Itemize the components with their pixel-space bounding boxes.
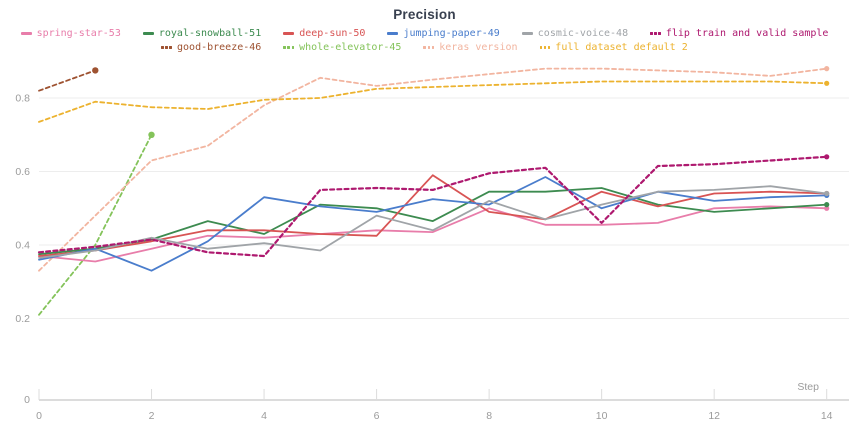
legend-swatch-keras-version bbox=[423, 46, 435, 49]
legend-item-good-breeze-46[interactable]: good-breeze-46 bbox=[161, 41, 261, 54]
series-line-jumping-paper-49 bbox=[38, 176, 828, 272]
x-axis-title: Step bbox=[797, 381, 819, 393]
series-line-full-dataset-default-2 bbox=[38, 80, 828, 123]
y-tick-label-0.2: 0.2 bbox=[15, 313, 30, 325]
legend-label-good-breeze-46: good-breeze-46 bbox=[177, 42, 262, 53]
legend-swatch-jumping-paper-49 bbox=[387, 32, 399, 35]
series-end-dot-flip-train-and-valid-sample bbox=[824, 154, 830, 160]
legend-item-keras-version[interactable]: keras version bbox=[423, 41, 518, 54]
legend-row-2: good-breeze-46 whole-elevator-45 keras ver… bbox=[0, 41, 849, 54]
legend-label-deep-sun-50: deep-sun-50 bbox=[299, 28, 366, 39]
series-line-keras-version bbox=[38, 67, 828, 272]
legend-label-full-dataset-default-2: full dataset default 2 bbox=[555, 42, 688, 53]
series-end-dot-cosmic-voice-48 bbox=[824, 190, 830, 197]
series-end-dot-whole-elevator-45 bbox=[148, 131, 155, 138]
legend-swatch-full-dataset-default-2 bbox=[539, 46, 551, 49]
x-tick-label-8: 8 bbox=[486, 410, 492, 422]
legend-item-deep-sun-50[interactable]: deep-sun-50 bbox=[283, 27, 365, 40]
y-tick-label-0.8: 0.8 bbox=[15, 93, 30, 105]
legend-swatch-royal-snowball-51 bbox=[142, 32, 154, 35]
x-tick-label-2: 2 bbox=[149, 410, 155, 422]
legend-label-cosmic-voice-48: cosmic-voice-48 bbox=[537, 28, 629, 39]
x-tick-label-0: 0 bbox=[36, 410, 42, 422]
legend-label-keras-version: keras version bbox=[439, 42, 518, 53]
legend-item-royal-snowball-51[interactable]: royal-snowball-51 bbox=[142, 27, 262, 40]
legend-swatch-flip-train-and-valid-sample bbox=[650, 32, 661, 35]
chart-title: Precision bbox=[393, 7, 456, 22]
x-tick-label-14: 14 bbox=[821, 410, 833, 422]
y-tick-label-0: 0 bbox=[24, 394, 30, 406]
legend-label-flip-train-and-valid-sample: flip train and valid sample bbox=[665, 28, 829, 39]
series-line-royal-snowball-51 bbox=[38, 187, 828, 256]
x-tick-label-6: 6 bbox=[374, 410, 380, 422]
legend-item-whole-elevator-45[interactable]: whole-elevator-45 bbox=[283, 41, 401, 54]
legend-swatch-good-breeze-46 bbox=[161, 46, 173, 49]
series-line-spring-star-53 bbox=[38, 205, 828, 263]
series-line-cosmic-voice-48 bbox=[38, 185, 828, 259]
legend-swatch-cosmic-voice-48 bbox=[521, 32, 533, 35]
series-end-dot-keras-version bbox=[824, 66, 830, 72]
series-line-flip-train-and-valid-sample bbox=[37, 155, 828, 258]
legend-item-spring-star-53[interactable]: spring-star-53 bbox=[20, 27, 121, 40]
legend-swatch-whole-elevator-45 bbox=[283, 46, 295, 49]
legend-item-full-dataset-default-2[interactable]: full dataset default 2 bbox=[539, 41, 688, 54]
series-line-whole-elevator-45 bbox=[38, 133, 153, 316]
legend-label-spring-star-53: spring-star-53 bbox=[36, 28, 121, 39]
series-end-dot-spring-star-53 bbox=[824, 205, 830, 211]
series-end-dot-full-dataset-default-2 bbox=[824, 80, 830, 86]
legend-row-1: spring-star-53 royal-snowball-51 deep-sun-… bbox=[0, 27, 849, 40]
series-line-good-breeze-46 bbox=[38, 69, 97, 92]
legend-item-jumping-paper-49[interactable]: jumping-paper-49 bbox=[387, 27, 500, 40]
series-line-deep-sun-50 bbox=[38, 174, 828, 257]
x-tick-label-12: 12 bbox=[708, 410, 720, 422]
legend-swatch-spring-star-53 bbox=[20, 32, 32, 35]
legend-label-jumping-paper-49: jumping-paper-49 bbox=[403, 28, 500, 39]
legend-item-cosmic-voice-48[interactable]: cosmic-voice-48 bbox=[521, 27, 629, 40]
legend-item-flip-train-and-valid-sample[interactable]: flip train and valid sample bbox=[650, 27, 828, 40]
legend-label-whole-elevator-45: whole-elevator-45 bbox=[299, 42, 402, 53]
legend-label-royal-snowball-51: royal-snowball-51 bbox=[158, 28, 262, 39]
series-end-dot-good-breeze-46 bbox=[92, 67, 99, 74]
legend-swatch-deep-sun-50 bbox=[283, 32, 295, 35]
y-tick-label-0.6: 0.6 bbox=[15, 166, 30, 178]
x-tick-label-10: 10 bbox=[596, 410, 608, 422]
y-tick-label-0.4: 0.4 bbox=[15, 240, 30, 252]
series-end-dot-royal-snowball-51 bbox=[824, 202, 830, 208]
x-tick-label-4: 4 bbox=[261, 410, 267, 422]
